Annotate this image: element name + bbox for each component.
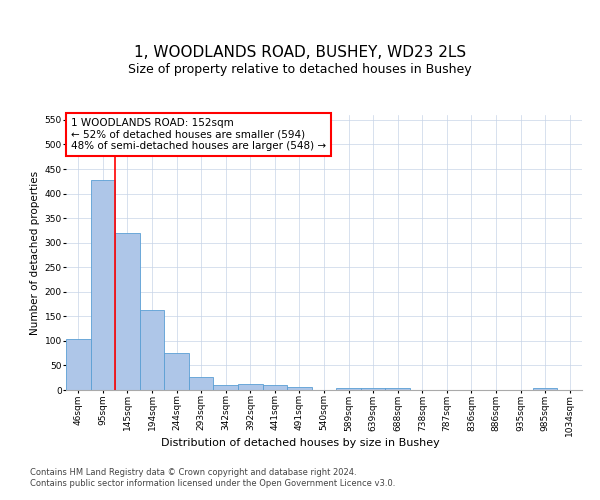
Bar	[336, 388, 361, 390]
Bar	[91, 180, 115, 390]
Text: Contains public sector information licensed under the Open Government Licence v3: Contains public sector information licen…	[30, 480, 395, 488]
Bar	[115, 233, 140, 390]
Text: 1, WOODLANDS ROAD, BUSHEY, WD23 2LS: 1, WOODLANDS ROAD, BUSHEY, WD23 2LS	[134, 45, 466, 60]
Text: Distribution of detached houses by size in Bushey: Distribution of detached houses by size …	[161, 438, 439, 448]
Bar	[533, 388, 557, 390]
Y-axis label: Number of detached properties: Number of detached properties	[31, 170, 40, 334]
Bar	[66, 340, 91, 390]
Bar	[385, 388, 410, 390]
Bar	[263, 384, 287, 390]
Bar	[361, 388, 385, 390]
Text: 1 WOODLANDS ROAD: 152sqm
← 52% of detached houses are smaller (594)
48% of semi-: 1 WOODLANDS ROAD: 152sqm ← 52% of detach…	[71, 118, 326, 151]
Text: Size of property relative to detached houses in Bushey: Size of property relative to detached ho…	[128, 62, 472, 76]
Bar	[238, 384, 263, 390]
Bar	[140, 310, 164, 390]
Bar	[164, 352, 189, 390]
Bar	[214, 384, 238, 390]
Bar	[189, 377, 214, 390]
Bar	[287, 387, 312, 390]
Text: Contains HM Land Registry data © Crown copyright and database right 2024.: Contains HM Land Registry data © Crown c…	[30, 468, 356, 477]
